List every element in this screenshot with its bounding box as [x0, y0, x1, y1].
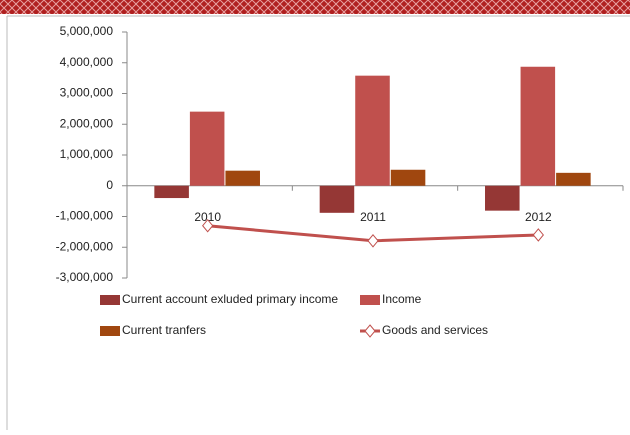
- line-marker: [367, 234, 379, 248]
- legend-label: Current account exluded primary income: [122, 292, 338, 306]
- bar: [520, 66, 556, 186]
- y-tick-label: 2,000,000: [60, 116, 114, 130]
- legend-swatch: [100, 295, 120, 305]
- y-tick-label: 3,000,000: [60, 86, 114, 100]
- x-tick-label: 2011: [360, 210, 386, 224]
- x-tick-label: 2010: [194, 210, 221, 224]
- legend-label: Current tranfers: [122, 323, 206, 337]
- bar: [189, 111, 225, 186]
- line-marker: [532, 228, 544, 242]
- bar: [485, 185, 520, 211]
- y-tick-label: 5,000,000: [60, 24, 114, 38]
- legend-marker: [364, 324, 376, 338]
- bar: [556, 172, 591, 186]
- bar: [390, 169, 426, 186]
- y-tick-label: -1,000,000: [56, 209, 114, 223]
- line-marker: [202, 218, 214, 233]
- header-band: [0, 0, 630, 14]
- bar: [319, 185, 355, 213]
- x-tick-label: 2012: [525, 210, 552, 224]
- bar: [355, 75, 390, 186]
- legend-swatch: [100, 326, 120, 336]
- y-tick-label: -2,000,000: [56, 239, 114, 253]
- y-tick-label: 4,000,000: [60, 55, 114, 69]
- legend-label: Goods and services: [382, 323, 488, 337]
- y-tick-label: -3,000,000: [56, 270, 114, 284]
- legend-label: Income: [382, 292, 422, 306]
- y-tick-label: 0: [106, 178, 113, 192]
- plot-area: -3,000,000 -2,000,000 -1,000,000 0 1,000,000…: [56, 24, 624, 338]
- legend-swatch: [360, 295, 380, 305]
- bar: [154, 185, 189, 199]
- bar: [225, 170, 260, 186]
- y-tick-label: 1,000,000: [60, 147, 114, 161]
